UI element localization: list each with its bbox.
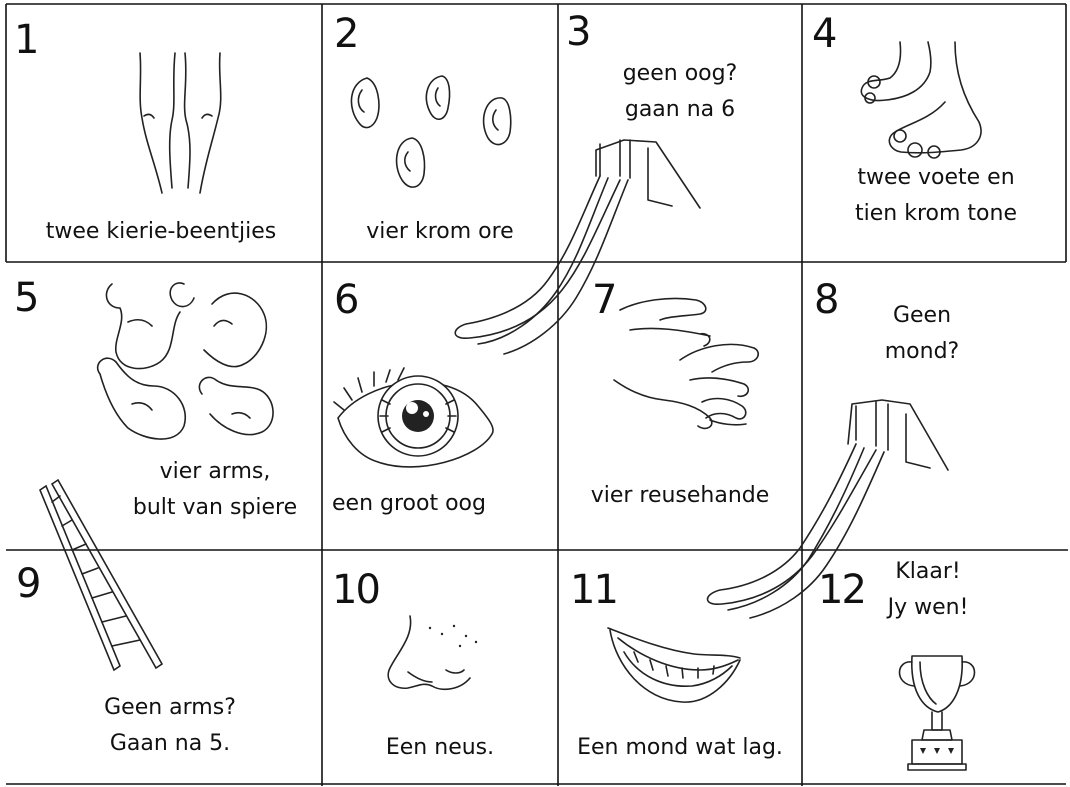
square-text: Geen arms? bbox=[104, 695, 236, 720]
square-text: Klaar! bbox=[895, 559, 961, 584]
square-text: Geen bbox=[892, 303, 952, 328]
square-text: vier reusehande bbox=[590, 483, 770, 508]
square-number: 8 bbox=[814, 277, 839, 323]
square-12[interactable]: 12 Klaar! Jy wen! bbox=[802, 550, 1070, 787]
square-8[interactable]: 8 Geen mond? bbox=[802, 262, 1070, 550]
square-text: tien krom tone bbox=[855, 201, 1017, 227]
square-number: 9 bbox=[16, 561, 41, 607]
square-number: 6 bbox=[334, 277, 359, 323]
square-text: mond? bbox=[884, 339, 960, 365]
square-text: een groot oog bbox=[332, 491, 486, 516]
square-number: 11 bbox=[570, 567, 619, 613]
nose-icon bbox=[380, 612, 478, 702]
square-number: 2 bbox=[334, 11, 359, 57]
square-3[interactable]: 3 geen oog? gaan na 6 bbox=[558, 0, 802, 262]
square-10[interactable]: 10 Een neus. bbox=[322, 550, 558, 787]
square-1[interactable]: 1 twee kierie-beentjies bbox=[0, 0, 322, 262]
square-9[interactable]: 9 Geen arms? Gaan na 5. bbox=[0, 550, 322, 787]
square-text: vier arms, bbox=[159, 459, 271, 484]
square-11[interactable]: 11 Een mond wat lag. bbox=[558, 550, 802, 787]
mouth-icon bbox=[604, 622, 744, 718]
arms-icon bbox=[92, 274, 282, 444]
square-number: 5 bbox=[14, 275, 39, 321]
square-text: geen oog? bbox=[622, 61, 738, 86]
square-text: Gaan na 5. bbox=[109, 731, 231, 757]
hands-icon bbox=[610, 290, 770, 440]
square-text: Een mond wat lag. bbox=[577, 735, 783, 760]
legs-icon bbox=[120, 48, 240, 198]
square-text: bult van spiere bbox=[132, 495, 298, 521]
square-text: twee kierie-beentjies bbox=[45, 219, 277, 244]
feet-icon bbox=[860, 40, 990, 165]
square-text: Jy wen! bbox=[887, 595, 969, 621]
square-4[interactable]: 4 twee voete en tien krom tone bbox=[802, 0, 1070, 262]
square-text: vier krom ore bbox=[366, 219, 514, 244]
ears-icon bbox=[342, 68, 522, 198]
square-7[interactable]: 7 vier reusehande bbox=[558, 262, 802, 550]
square-number: 3 bbox=[566, 9, 591, 55]
square-number: 10 bbox=[332, 567, 381, 613]
square-text: twee voete en bbox=[857, 165, 1015, 190]
trophy-icon bbox=[892, 650, 982, 774]
square-text: Een neus. bbox=[385, 735, 495, 760]
square-text: gaan na 6 bbox=[624, 97, 736, 123]
square-5[interactable]: 5 vier arms, bult van spiere bbox=[0, 262, 322, 550]
eye-icon bbox=[328, 358, 498, 482]
square-number: 1 bbox=[14, 17, 39, 63]
square-number: 12 bbox=[818, 567, 867, 613]
square-6[interactable]: 6 een groot oog bbox=[322, 262, 558, 550]
square-2[interactable]: 2 vier krom ore bbox=[322, 0, 558, 262]
square-number: 4 bbox=[812, 11, 837, 57]
